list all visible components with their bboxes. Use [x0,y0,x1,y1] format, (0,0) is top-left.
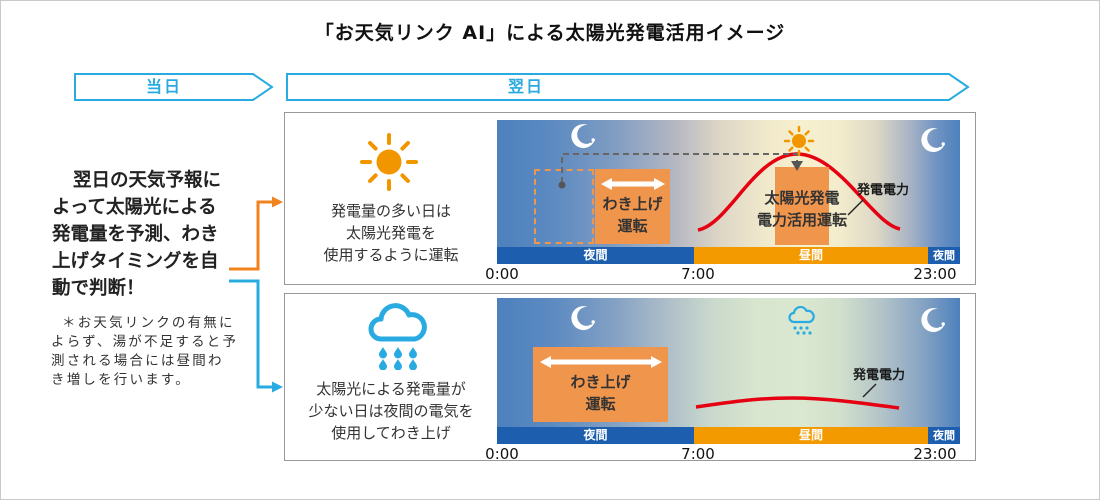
connector-orange-arrowhead-icon [272,196,283,208]
connector-orange [229,200,273,271]
time-label-end: 23:00 [913,265,957,283]
note-line: 測される場合には昼間わ [51,353,224,369]
time-label-start: 0:00 [485,265,519,283]
sun-icon [360,133,418,191]
solar-use-line: 太陽光発電 [764,189,840,207]
sun-icon [783,125,815,157]
time-label-start: 0:00 [485,445,519,463]
intro-line: よって太陽光による [52,197,217,218]
timebar-night-end: 夜間 [928,427,960,444]
rainy-day-graph: わき上げ 運転 発電電力 [497,298,960,427]
moon-icon [571,124,595,149]
caption-line: 太陽光発電を [345,224,436,242]
chevron-banner-today-icon [74,73,274,101]
note-line: よらず、湯が不足すると予 [51,334,239,350]
moon-icon [921,308,945,333]
time-label-mid: 7:00 [681,265,715,283]
double-headed-arrow-icon [539,356,662,368]
caption-line: 太陽光による発電量が [316,380,466,398]
panel-rainy-day: 太陽光による発電量が 少ない日は夜間の電気を 使用してわき上げ わき上げ 運転 [284,293,976,463]
boost-label-line: わき上げ [602,195,663,213]
double-headed-arrow-icon [600,178,665,190]
note-line: き増しを行います。 [51,372,191,388]
rain-cloud-icon [788,306,815,335]
boost-operation-box: わき上げ 運転 [533,347,668,422]
time-label-mid: 7:00 [681,445,715,463]
solar-use-box: 太陽光発電 電力活用運転 [757,167,847,245]
boost-label-line: 運転 [585,395,616,413]
caption-line: 発電量の多い日は [330,202,451,220]
rain-cloud-icon [368,303,427,370]
time-label-end: 23:00 [913,445,957,463]
timebar-day: 昼間 [694,427,928,444]
timebar-night-end: 夜間 [928,247,960,264]
intro-line: 発電量を予測、わき [52,224,219,245]
planned-boost-window [534,169,594,244]
note-line: ＊お天気リンクの有無に [62,315,235,331]
boost-operation-label: わき上げ 運転 [595,193,670,237]
today-label: 当日 [145,77,182,96]
intro-line: 動で判断！ [52,278,145,299]
timebar-night: 夜間 [497,247,694,264]
panel-sunny-day: 発電量の多い日は 太陽光発電を 使用するように運転 わき上げ 運転 [284,112,976,285]
solar-use-label: 太陽光発電 電力活用運転 [742,187,862,231]
boost-label-line: わき上げ [570,373,631,391]
today-banner: 当日 [74,73,274,101]
solar-use-line: 電力活用運転 [756,211,847,229]
chevron-banner-tomorrow-icon [286,73,970,101]
timebar-day: 昼間 [694,247,928,264]
connector-blue [229,279,273,389]
sunny-day-graph: わき上げ 運転 太陽光発電 電力活用運転 [497,120,960,247]
tomorrow-label: 翌日 [507,77,544,96]
moon-icon [571,306,595,331]
page-title: 「お天気リンク AI」による太陽光発電活用イメージ [314,22,786,44]
caption-line: 使用するように運転 [323,246,459,264]
connector-arrows [229,196,283,393]
connector-blue-arrowhead-icon [272,381,283,393]
caption-line: 使用してわき上げ [331,424,451,442]
timebar-night: 夜間 [497,427,694,444]
boost-operation-label: わき上げ 運転 [533,371,668,415]
caption-line: 少ない日は夜間の電気を [308,402,474,420]
moon-icon [921,128,945,153]
intro-text: 翌日の天気予報に よって太陽光による 発電量を予測、わき 上げタイミングを自 動… [52,167,221,302]
tomorrow-banner: 翌日 [286,73,970,101]
intro-line: 翌日の天気予報に [73,170,222,191]
intro-line: 上げタイミングを自 [52,251,219,272]
power-curve-label: 発電電力 [857,183,910,198]
panel-rainy-caption: 太陽光による発電量が 少ない日は夜間の電気を 使用してわき上げ [286,378,496,444]
panel-sunny-caption: 発電量の多い日は 太陽光発電を 使用するように運転 [286,200,496,266]
power-curve-label: 発電電力 [853,368,906,383]
boost-operation-box: わき上げ 運転 [595,169,670,244]
intro-note: ＊お天気リンクの有無に よらず、湯が不足すると予 測される場合には昼間わ き増し… [51,314,238,390]
boost-label-line: 運転 [617,217,648,235]
